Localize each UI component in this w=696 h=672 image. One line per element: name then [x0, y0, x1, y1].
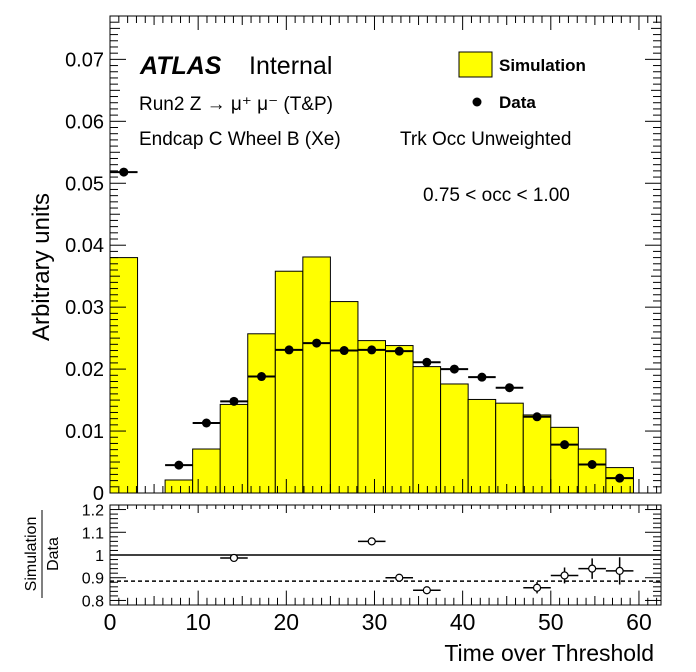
data-point [312, 338, 322, 348]
ratio-y-tick-label: 1.1 [82, 525, 104, 542]
simulation-bar [192, 448, 221, 494]
main-panel: 0 0.01 0.02 0.03 0.04 0.05 0.06 0.07 Arbitrary … [28, 15, 662, 505]
x-tick-labels: 0 10 20 30 40 50 60 [104, 609, 652, 635]
ratio-point [615, 566, 624, 576]
occupancy-label: 0.75 < occ < 1.00 [423, 185, 570, 206]
ratio-panel: 0.8 0.9 1 1.1 1.2 0 10 20 30 40 50 60 Simulation D… [23, 503, 662, 666]
data-point [532, 412, 542, 422]
process-label: Run2 Z → μ⁺ μ⁻ (T&P) [139, 94, 333, 115]
data-point [229, 396, 239, 406]
ratio-point [395, 573, 404, 582]
ratio-y-tick-label: 1 [95, 548, 104, 565]
ratio-point [229, 553, 239, 563]
simulation-bar [219, 403, 249, 494]
data-points [110, 167, 634, 483]
x-tick-label: 20 [274, 609, 300, 635]
legend-data-label: Data [499, 93, 536, 112]
main-axis-ticks [109, 15, 661, 494]
atlas-label: ATLAS [139, 52, 222, 80]
legend: Simulation Data [458, 51, 586, 112]
simulation-bar [274, 270, 304, 494]
data-point [174, 460, 184, 470]
data-point [449, 364, 459, 374]
simulation-bar [577, 448, 607, 494]
data-point [587, 460, 597, 470]
main-y-tick-label: 0.04 [65, 235, 104, 257]
data-point [257, 372, 267, 382]
x-tick-label: 40 [450, 609, 476, 635]
ratio-y-numerator: Simulation [23, 517, 40, 592]
data-point [394, 346, 404, 356]
ratio-point [588, 564, 597, 573]
main-y-tick-label: 0.06 [65, 111, 104, 133]
data-point [560, 440, 570, 450]
x-axis-title: Time over Threshold [444, 640, 654, 666]
legend-simulation-label: Simulation [499, 56, 586, 75]
ratio-point [367, 537, 376, 546]
simulation-bar [302, 256, 331, 494]
ratio-point [560, 571, 569, 580]
x-tick-label: 0 [104, 609, 117, 635]
data-point [284, 345, 294, 355]
ratio-point [422, 586, 431, 595]
simulation-bar [164, 479, 194, 494]
simulation-bar [495, 402, 524, 494]
main-y-tick-label: 0 [93, 483, 104, 505]
simulation-bar [550, 426, 579, 494]
ratio-y-tick-label: 1.2 [82, 503, 104, 520]
simulation-histogram [109, 256, 634, 494]
ratio-y-tick-labels: 0.8 0.9 1 1.1 1.2 [82, 503, 104, 611]
data-point [477, 372, 487, 382]
ratio-y-tick-label: 0.9 [82, 571, 104, 588]
data-point [201, 418, 211, 428]
internal-label: Internal [249, 52, 332, 80]
data-point [367, 345, 377, 355]
simulation-bar [247, 333, 276, 494]
simulation-bar [385, 345, 414, 494]
weighting-label: Trk Occ Unweighted [400, 129, 571, 150]
legend-simulation-swatch [458, 51, 493, 78]
ratio-axis-ticks [109, 504, 661, 606]
region-label: Endcap C Wheel B (Xe) [139, 129, 341, 150]
ratio-point [532, 583, 542, 592]
simulation-bar [329, 301, 359, 494]
data-point [615, 473, 625, 483]
simulation-bar [440, 383, 469, 494]
x-tick-label: 30 [362, 609, 388, 635]
main-y-tick-label: 0.01 [65, 421, 104, 443]
x-tick-label: 10 [185, 609, 211, 635]
data-point [504, 383, 514, 393]
main-y-tick-label: 0.02 [65, 359, 104, 381]
data-point [422, 357, 432, 367]
ratio-y-axis-title: Simulation Data [23, 510, 62, 598]
legend-data-marker [472, 97, 482, 107]
simulation-bar [467, 398, 497, 494]
main-y-tick-label: 0.05 [65, 173, 104, 195]
main-plot-frame [109, 15, 662, 494]
simulation-bar [357, 340, 387, 494]
data-point [339, 346, 349, 356]
simulation-bar [522, 414, 552, 494]
ratio-y-tick-label: 0.8 [82, 593, 104, 610]
ratio-y-denominator: Data [45, 537, 62, 571]
x-tick-label: 50 [538, 609, 564, 635]
main-y-tick-labels: 0 0.01 0.02 0.03 0.04 0.05 0.06 0.07 [65, 49, 104, 505]
x-tick-label: 60 [626, 609, 652, 635]
main-y-tick-label: 0.07 [65, 49, 104, 71]
ratio-points [220, 537, 634, 595]
y-axis-title: Arbitrary units [28, 193, 55, 341]
data-point [119, 167, 129, 177]
simulation-bar [412, 366, 442, 494]
main-y-tick-label: 0.03 [65, 297, 104, 319]
